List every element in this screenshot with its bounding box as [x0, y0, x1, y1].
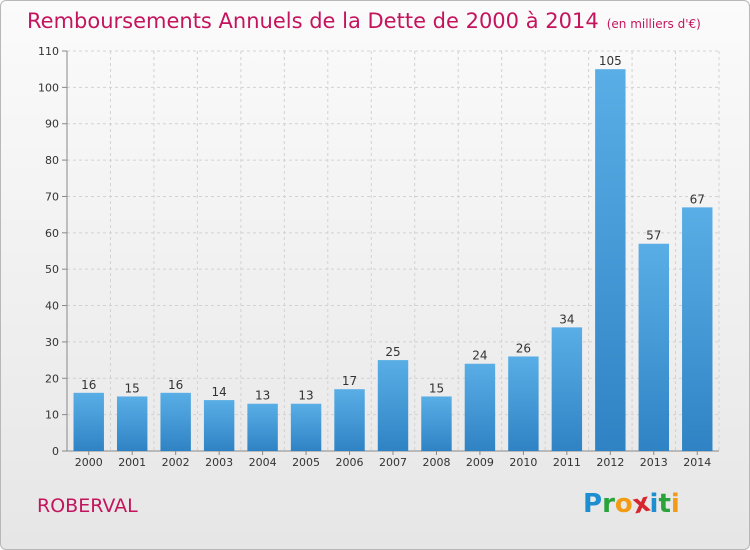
- y-tick-label: 70: [45, 190, 59, 203]
- bar-2003: [203, 400, 235, 451]
- data-label: 13: [255, 389, 270, 403]
- data-label: 105: [599, 54, 622, 68]
- bar-2000: [73, 392, 104, 451]
- y-tick-label: 30: [45, 336, 59, 349]
- bar-2010: [508, 356, 539, 451]
- logo-letter: o: [614, 489, 633, 519]
- bar-2006: [334, 389, 365, 451]
- x-tick-label: 2003: [205, 456, 233, 469]
- bar-2008: [421, 396, 452, 451]
- bar-2007: [377, 360, 409, 451]
- x-tick-label: 2006: [336, 456, 364, 469]
- x-tick-label: 2013: [640, 456, 668, 469]
- chart-title: Remboursements Annuels de la Dette de 20…: [27, 9, 701, 33]
- data-label: 15: [429, 381, 444, 395]
- x-tick-label: 2010: [509, 456, 537, 469]
- data-label: 26: [516, 341, 531, 355]
- y-tick-label: 110: [38, 45, 59, 58]
- logo-letter: i: [649, 489, 659, 519]
- data-label: 14: [211, 385, 226, 399]
- bar-2013: [638, 243, 670, 451]
- bar-2001: [116, 396, 148, 451]
- y-tick-label: 10: [45, 409, 59, 422]
- logo-letter: i: [670, 489, 680, 519]
- logo-letter: r: [602, 489, 615, 519]
- bar-2004: [247, 403, 278, 451]
- bar-2005: [290, 403, 322, 451]
- data-label: 34: [559, 312, 574, 326]
- logo-letter: t: [658, 489, 671, 519]
- y-tick-label: 100: [38, 81, 59, 94]
- data-label: 13: [298, 389, 313, 403]
- y-tick-label: 50: [45, 263, 59, 276]
- bar-2011: [551, 327, 583, 451]
- y-tick-label: 80: [45, 154, 59, 167]
- y-tick-label: 0: [52, 445, 59, 458]
- data-label: 17: [342, 374, 357, 388]
- x-tick-label: 2004: [249, 456, 277, 469]
- x-tick-label: 2008: [422, 456, 450, 469]
- data-label: 25: [385, 345, 400, 359]
- y-tick-label: 40: [45, 300, 59, 313]
- x-tick-label: 2007: [379, 456, 407, 469]
- logo-letter: P: [583, 489, 603, 519]
- chart-title-text: Remboursements Annuels de la Dette de 20…: [27, 9, 599, 33]
- x-tick-label: 2009: [466, 456, 494, 469]
- bar-2014: [682, 207, 713, 451]
- y-tick-label: 20: [45, 372, 59, 385]
- bar-2012: [595, 69, 626, 451]
- data-label: 15: [125, 381, 140, 395]
- proxiti-logo: Proxiti: [583, 488, 680, 521]
- place-name: ROBERVAL: [37, 495, 138, 517]
- data-label: 67: [690, 192, 705, 206]
- data-label: 57: [646, 229, 661, 243]
- data-label: 16: [81, 378, 96, 392]
- labels: 0 10 20 30 40 50 60 70 80 90 100 110 16 2000 15 2001 16 2…: [38, 45, 711, 469]
- x-tick-label: 2012: [596, 456, 624, 469]
- x-tick-label: 2005: [292, 456, 320, 469]
- data-label: 24: [472, 349, 487, 363]
- x-tick-label: 2002: [162, 456, 190, 469]
- chart-subtitle: (en milliers d'€): [606, 17, 701, 31]
- y-tick-label: 90: [45, 118, 59, 131]
- bar-2009: [464, 363, 496, 451]
- x-tick-label: 2014: [683, 456, 711, 469]
- x-tick-label: 2011: [553, 456, 581, 469]
- bars: [73, 69, 713, 451]
- x-tick-label: 2000: [75, 456, 103, 469]
- data-label: 16: [168, 378, 183, 392]
- bar-2002: [160, 392, 191, 451]
- x-tick-label: 2001: [118, 456, 146, 469]
- y-tick-label: 60: [45, 227, 59, 240]
